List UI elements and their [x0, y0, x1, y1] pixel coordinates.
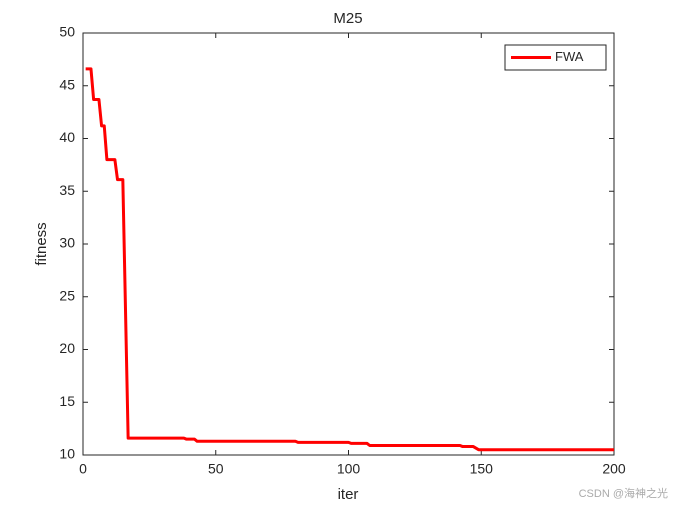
y-axis-label: fitness	[33, 222, 50, 265]
y-tick-label: 45	[59, 76, 75, 92]
y-tick-label: 40	[59, 129, 75, 145]
x-axis-label: iter	[338, 486, 359, 503]
data-line	[85, 67, 614, 452]
x-tick-label: 150	[470, 461, 494, 477]
y-tick-label: 15	[59, 393, 75, 409]
x-tick-label: 200	[602, 461, 626, 477]
y-tick-label: 20	[59, 340, 75, 356]
y-tick-label: 50	[59, 24, 75, 40]
y-tick-label: 35	[59, 182, 75, 198]
y-tick-label: 30	[59, 235, 75, 251]
watermark: CSDN @海神之光	[579, 486, 668, 500]
x-tick-label: 100	[337, 461, 361, 477]
y-tick-label: 10	[59, 446, 75, 462]
x-tick-label: 0	[79, 461, 87, 477]
y-tick-label: 25	[59, 287, 75, 303]
legend-label: FWA	[555, 49, 584, 64]
chart-title: M25	[333, 10, 362, 27]
x-tick-label: 50	[208, 461, 224, 477]
